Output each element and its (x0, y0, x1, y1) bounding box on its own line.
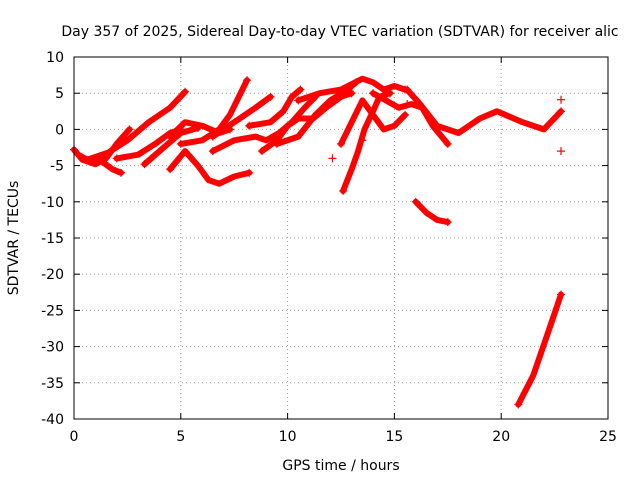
x-tick-label: 25 (599, 429, 617, 445)
series-sat-t (515, 291, 564, 408)
y-tick-label: -5 (50, 159, 64, 175)
marker-sat-k-end (296, 85, 305, 94)
y-tick-label: -10 (41, 195, 64, 211)
grid (74, 57, 608, 419)
series-sat-r (404, 86, 564, 136)
marker-sat-t-end (557, 290, 566, 299)
series-sat-j (209, 93, 274, 140)
marker-sat-s-end (443, 218, 452, 227)
series-sat-e (141, 125, 201, 168)
series-sat-p (338, 97, 409, 147)
marker-sat-f-end (225, 125, 234, 134)
y-tick-label: -20 (41, 267, 64, 283)
marker-sat-c-end (181, 87, 190, 96)
marker-sat-r-end (557, 107, 566, 116)
marker-sat-m-end (351, 78, 360, 87)
y-tick-label: -40 (41, 412, 64, 428)
x-tick-label: 20 (492, 429, 510, 445)
y-tick-label: 0 (55, 122, 64, 138)
marker-sat-j-end (266, 92, 275, 101)
x-axis-title: GPS time / hours (282, 458, 399, 474)
marker-sat-c-start (82, 155, 91, 164)
marker-sat-f-start (166, 132, 175, 141)
y-tick-label: -35 (41, 376, 64, 392)
marker-sat-l-end (347, 89, 356, 98)
x-tick-label: 15 (385, 429, 403, 445)
marker-sat-i-start (208, 147, 217, 156)
y-tick-label: -30 (41, 340, 64, 356)
isolated-point-3 (403, 100, 412, 109)
series-sat-q (370, 90, 451, 147)
marker-sat-o-start (339, 186, 348, 195)
series-sat-i (209, 93, 319, 155)
marker-sat-q-end (443, 139, 452, 148)
series-sat-c (83, 88, 189, 163)
marker-sat-l-start (257, 147, 266, 156)
isolated-point-1 (557, 147, 566, 156)
marker-sat-i-end (311, 92, 320, 101)
marker-sat-r-start (403, 85, 412, 94)
marker-sat-a-end (125, 125, 134, 134)
marker-sat-e-end (193, 123, 202, 132)
marker-sat-s-start (411, 197, 420, 206)
series-sat-h (177, 77, 250, 147)
chart-title: Day 357 of 2025, Sidereal Day-to-day VTE… (61, 24, 618, 40)
marker-sat-d-end (176, 125, 185, 134)
isolated-point-4 (358, 136, 367, 145)
y-axis-title: SDTVAR / TECUs (6, 181, 22, 296)
y-tick-label: -15 (41, 231, 64, 247)
tick-group: 0 5 10 15 20 25 10 5 0 -5 -10 -15 -20 -25 -30 -35 -40 (41, 50, 617, 445)
series-group (71, 75, 564, 408)
series-sat-g (167, 148, 253, 187)
marker-sat-t-start (514, 400, 523, 409)
isolated-point-0 (557, 95, 566, 104)
isolated-point-2 (328, 154, 337, 163)
x-tick-label: 10 (279, 429, 297, 445)
y-tick-label: 10 (46, 50, 64, 66)
marker-sat-m-start (272, 139, 281, 148)
marker-sat-p-end (401, 110, 410, 119)
marker-sat-h-start (176, 139, 185, 148)
marker-sat-j-start (208, 132, 217, 141)
marker-sat-h-end (243, 76, 252, 85)
marker-sat-n-start (294, 96, 303, 105)
marker-sat-b-start (74, 150, 83, 159)
y-tick-label: -25 (41, 303, 64, 319)
marker-sat-d-start (112, 154, 121, 163)
series-sat-k (246, 86, 304, 129)
x-tick-label: 5 (176, 429, 185, 445)
marker-sat-o-end (386, 89, 395, 98)
series-sat-n (295, 75, 409, 104)
marker-sat-p-start (337, 139, 345, 148)
marker-sat-q-start (369, 89, 378, 98)
x-tick-label: 0 (70, 429, 79, 445)
y-tick-label: 5 (55, 86, 64, 102)
marker-group (70, 76, 566, 409)
marker-sat-k-start (245, 121, 254, 130)
marker-sat-e-start (140, 160, 149, 169)
marker-sat-g-end (245, 168, 254, 177)
series-sat-s (412, 198, 451, 226)
marker-sat-g-start (166, 165, 175, 174)
marker-sat-b-end (116, 168, 125, 177)
